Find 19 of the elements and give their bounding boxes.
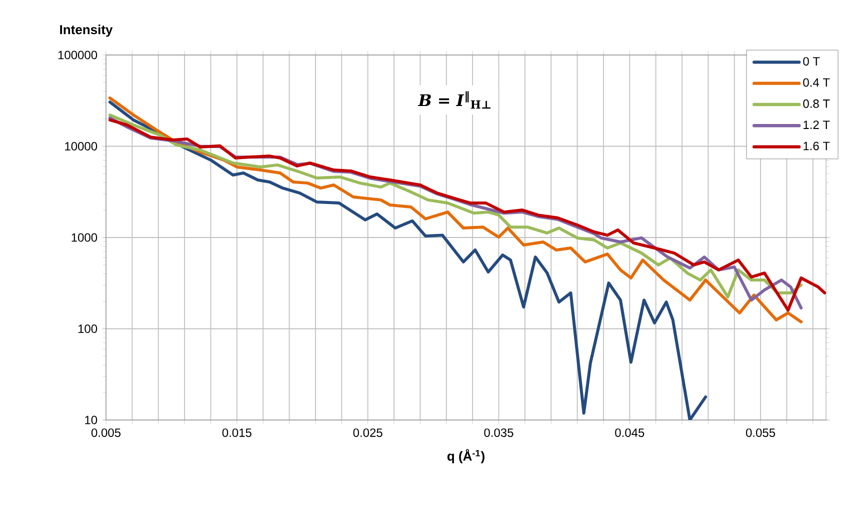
annotation: B = I$^{‖}$H⊥ xyxy=(418,91,490,109)
x-tick-label: 0.035 xyxy=(484,428,514,437)
y-tick-label: 10000 xyxy=(65,142,98,150)
x-tick-label: 0.015 xyxy=(222,428,252,437)
x-tick-label: 0.045 xyxy=(615,428,644,437)
legend-label: 1.2 T xyxy=(804,120,830,129)
y-tick-label: 1000 xyxy=(72,233,98,242)
x-axis-title: q (Å$^{-1}$) xyxy=(447,449,484,464)
legend-label: 0 T xyxy=(803,57,820,66)
legend-label: 0.8 T xyxy=(803,99,830,108)
x-tick-label: 0.025 xyxy=(353,428,382,437)
y-tick-label: 100000 xyxy=(58,50,98,60)
y-tick-label: 10 xyxy=(85,416,98,424)
legend-label: 0.4 T xyxy=(803,78,830,87)
y-axis-title: Intensity xyxy=(60,24,113,37)
legend-label: 1.6 T xyxy=(804,142,830,150)
y-tick-label: 100 xyxy=(78,324,98,334)
x-tick-label: 0.005 xyxy=(91,428,121,437)
x-tick-label: 0.055 xyxy=(746,428,776,437)
